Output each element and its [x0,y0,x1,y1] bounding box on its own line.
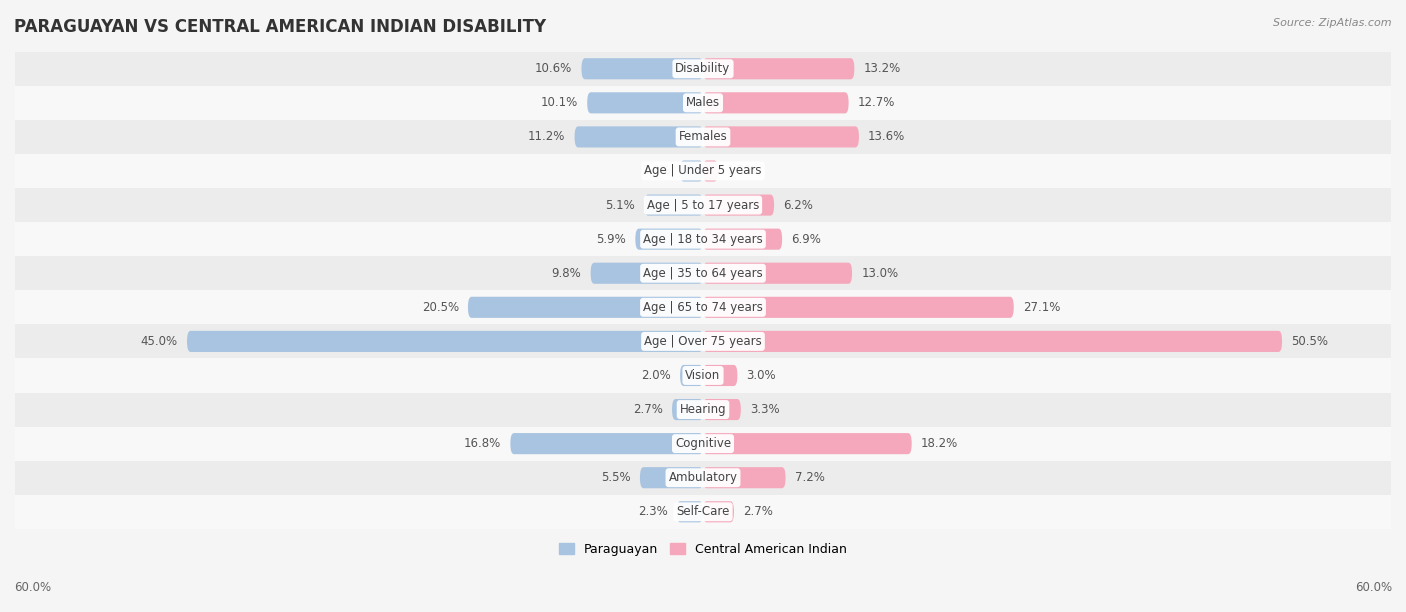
FancyBboxPatch shape [636,229,703,250]
FancyBboxPatch shape [672,399,703,420]
Text: Age | Over 75 years: Age | Over 75 years [644,335,762,348]
FancyBboxPatch shape [703,229,782,250]
Text: 1.3%: 1.3% [727,165,756,177]
Text: 3.3%: 3.3% [749,403,780,416]
Text: Age | 18 to 34 years: Age | 18 to 34 years [643,233,763,245]
Text: PARAGUAYAN VS CENTRAL AMERICAN INDIAN DISABILITY: PARAGUAYAN VS CENTRAL AMERICAN INDIAN DI… [14,18,546,36]
Text: 6.9%: 6.9% [792,233,821,245]
Text: 2.7%: 2.7% [744,506,773,518]
FancyBboxPatch shape [640,467,703,488]
Text: 5.5%: 5.5% [602,471,631,484]
Text: 13.0%: 13.0% [862,267,898,280]
Text: Ambulatory: Ambulatory [668,471,738,484]
Text: 2.7%: 2.7% [633,403,662,416]
Text: 2.0%: 2.0% [641,369,671,382]
FancyBboxPatch shape [703,297,1014,318]
FancyBboxPatch shape [703,58,855,80]
FancyBboxPatch shape [676,501,703,523]
FancyBboxPatch shape [703,501,734,523]
Bar [15,324,1391,359]
Text: Vision: Vision [685,369,721,382]
Text: 16.8%: 16.8% [464,437,501,450]
FancyBboxPatch shape [681,365,703,386]
Text: Females: Females [679,130,727,143]
FancyBboxPatch shape [703,365,737,386]
Bar [15,290,1391,324]
Text: Males: Males [686,96,720,110]
Bar [15,256,1391,290]
Bar [15,494,1391,529]
FancyBboxPatch shape [703,433,911,454]
FancyBboxPatch shape [575,126,703,147]
Text: 20.5%: 20.5% [422,301,458,314]
FancyBboxPatch shape [703,399,741,420]
Text: 45.0%: 45.0% [141,335,177,348]
Text: 10.6%: 10.6% [536,62,572,75]
Text: 5.9%: 5.9% [596,233,626,245]
Text: Source: ZipAtlas.com: Source: ZipAtlas.com [1274,18,1392,28]
Text: 13.6%: 13.6% [868,130,905,143]
FancyBboxPatch shape [681,160,703,182]
Text: Cognitive: Cognitive [675,437,731,450]
Bar [15,222,1391,256]
Text: 12.7%: 12.7% [858,96,896,110]
Text: 6.2%: 6.2% [783,198,813,212]
Text: 60.0%: 60.0% [1355,581,1392,594]
Bar [15,392,1391,427]
Bar [15,188,1391,222]
Bar [15,120,1391,154]
Text: 10.1%: 10.1% [541,96,578,110]
Text: Age | 5 to 17 years: Age | 5 to 17 years [647,198,759,212]
Text: 2.3%: 2.3% [638,506,668,518]
Text: 13.2%: 13.2% [863,62,901,75]
FancyBboxPatch shape [588,92,703,113]
Text: 60.0%: 60.0% [14,581,51,594]
Text: 27.1%: 27.1% [1024,301,1060,314]
FancyBboxPatch shape [703,195,775,215]
FancyBboxPatch shape [703,467,786,488]
Bar [15,427,1391,461]
Text: 3.0%: 3.0% [747,369,776,382]
Legend: Paraguayan, Central American Indian: Paraguayan, Central American Indian [554,538,852,561]
FancyBboxPatch shape [582,58,703,80]
Bar [15,86,1391,120]
Bar [15,461,1391,494]
Text: Age | Under 5 years: Age | Under 5 years [644,165,762,177]
FancyBboxPatch shape [510,433,703,454]
FancyBboxPatch shape [591,263,703,284]
Text: Age | 35 to 64 years: Age | 35 to 64 years [643,267,763,280]
Text: Self-Care: Self-Care [676,506,730,518]
Text: Hearing: Hearing [679,403,727,416]
Text: 5.1%: 5.1% [606,198,636,212]
Text: 18.2%: 18.2% [921,437,957,450]
FancyBboxPatch shape [703,160,718,182]
Text: Age | 65 to 74 years: Age | 65 to 74 years [643,301,763,314]
Bar [15,154,1391,188]
Bar [15,52,1391,86]
Bar [15,359,1391,392]
FancyBboxPatch shape [703,331,1282,352]
FancyBboxPatch shape [644,195,703,215]
FancyBboxPatch shape [703,92,849,113]
Text: Disability: Disability [675,62,731,75]
FancyBboxPatch shape [703,263,852,284]
FancyBboxPatch shape [703,126,859,147]
Text: 50.5%: 50.5% [1291,335,1329,348]
Text: 11.2%: 11.2% [529,130,565,143]
Text: 7.2%: 7.2% [794,471,824,484]
Text: 2.0%: 2.0% [641,165,671,177]
Text: 9.8%: 9.8% [551,267,582,280]
FancyBboxPatch shape [187,331,703,352]
FancyBboxPatch shape [468,297,703,318]
